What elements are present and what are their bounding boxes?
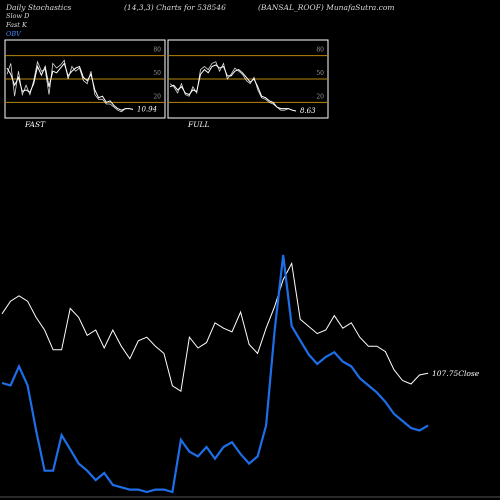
legend-slow-d: Slow D [6, 12, 30, 20]
fast-stoch-line-2 [6, 59, 134, 113]
fast-panel-label: FAST [24, 120, 46, 129]
full-last-value-label: 8.63 [300, 107, 316, 115]
fast-tick-label: 20 [153, 93, 161, 100]
legend-obv: OBV [6, 30, 21, 38]
close-price-line [1, 261, 429, 393]
full-tick-label: 50 [316, 70, 324, 77]
full-tick-label: 80 [316, 47, 324, 54]
obv-line [1, 254, 429, 494]
fast-tick-label: 80 [153, 47, 161, 54]
legend-fast-k: Fast K [6, 21, 27, 29]
chart-title-left: Daily Stochastics [6, 3, 72, 12]
full-stoch-line-2 [169, 61, 297, 112]
fast-last-value-label: 10.94 [137, 105, 157, 113]
close-last-value-label: 107.75Close [432, 369, 480, 378]
chart-title-right: (BANSAL_ROOF) MunafaSutra.com [258, 3, 395, 12]
full-panel-label: FULL [187, 120, 210, 129]
full-tick-label: 20 [316, 93, 324, 100]
chart-title-middle: (14,3,3) Charts for 538546 [124, 3, 226, 12]
fast-stoch-line-1 [6, 62, 134, 111]
fast-tick-label: 50 [153, 70, 161, 77]
